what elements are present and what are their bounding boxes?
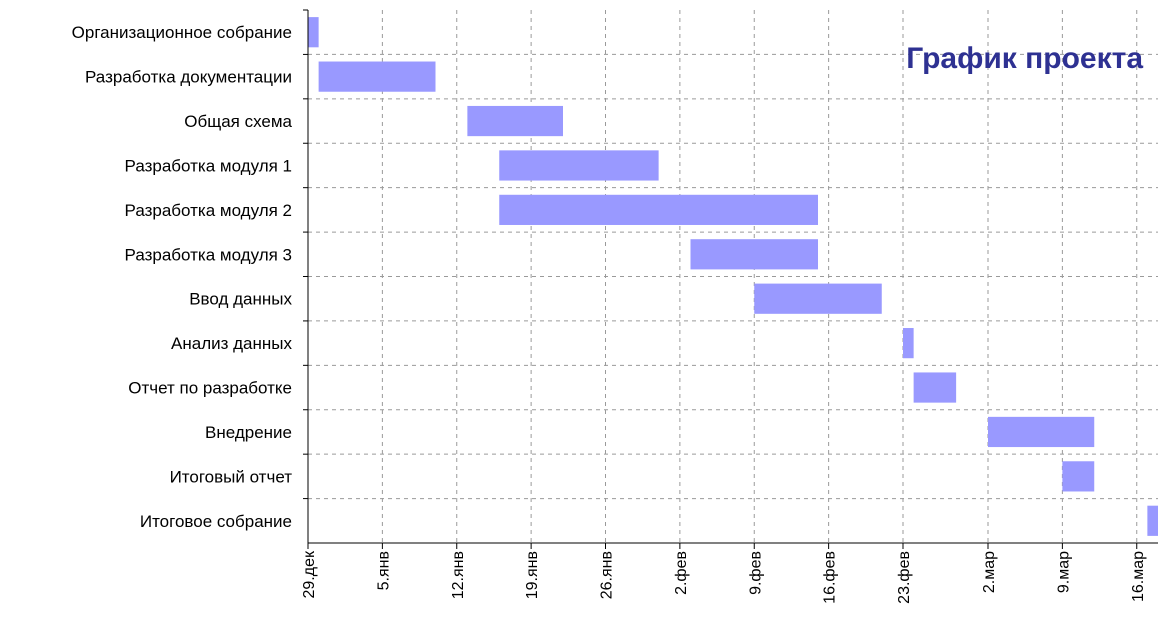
task-bar bbox=[1147, 505, 1158, 536]
task-bar bbox=[318, 61, 436, 92]
x-tick-label: 23.фев bbox=[896, 551, 913, 604]
task-label: Разработка документации bbox=[85, 68, 292, 87]
x-tick-label: 26.янв bbox=[599, 551, 616, 599]
x-tick-label: 9.фев bbox=[747, 551, 764, 595]
task-bars bbox=[308, 17, 1158, 536]
task-label: Разработка модуля 1 bbox=[125, 156, 292, 175]
task-bar bbox=[308, 17, 319, 48]
task-bar bbox=[1062, 461, 1095, 492]
chart-title: График проекта bbox=[906, 42, 1143, 75]
x-tick-label: 16.мар bbox=[1130, 551, 1147, 602]
task-bar bbox=[499, 150, 659, 181]
x-tick-label: 19.янв bbox=[524, 551, 541, 599]
task-bar bbox=[467, 105, 563, 137]
task-bar bbox=[754, 283, 882, 314]
x-tick-labels: 29.дек 5.янв 12.янв 19.янв 26.янв 2.фев 9.фев 1… bbox=[301, 9, 1147, 604]
task-labels: Организационное собрание Разработка докум… bbox=[72, 23, 293, 531]
task-label: Организационное собрание bbox=[72, 23, 292, 42]
task-bar bbox=[913, 372, 957, 403]
grid-lines bbox=[308, 10, 1158, 543]
task-bar bbox=[499, 194, 818, 225]
task-label: Разработка модуля 3 bbox=[125, 245, 292, 264]
task-label: Анализ данных bbox=[171, 334, 292, 353]
x-tick-label: 5.янв bbox=[375, 551, 392, 590]
task-bar bbox=[903, 328, 914, 359]
task-label: Общая схема bbox=[184, 112, 292, 131]
x-tick-label: 2.фев bbox=[673, 551, 690, 595]
x-tick-label: 12.янв bbox=[450, 551, 467, 599]
x-tick-label: 2.мар bbox=[981, 551, 998, 593]
task-label: Отчет по разработке bbox=[128, 379, 292, 398]
task-bar bbox=[690, 239, 818, 270]
x-tick-label: 9.мар bbox=[1055, 551, 1072, 593]
task-label: Итоговое собрание bbox=[140, 512, 292, 531]
x-tick-label: 16.фев bbox=[822, 551, 839, 604]
task-label: Итоговый отчет bbox=[170, 467, 293, 486]
task-label: Ввод данных bbox=[189, 290, 292, 309]
task-label: Внедрение bbox=[205, 423, 292, 442]
x-tick-label: 29.дек bbox=[301, 550, 318, 598]
task-label: Разработка модуля 2 bbox=[125, 201, 292, 220]
task-bar bbox=[988, 416, 1095, 448]
